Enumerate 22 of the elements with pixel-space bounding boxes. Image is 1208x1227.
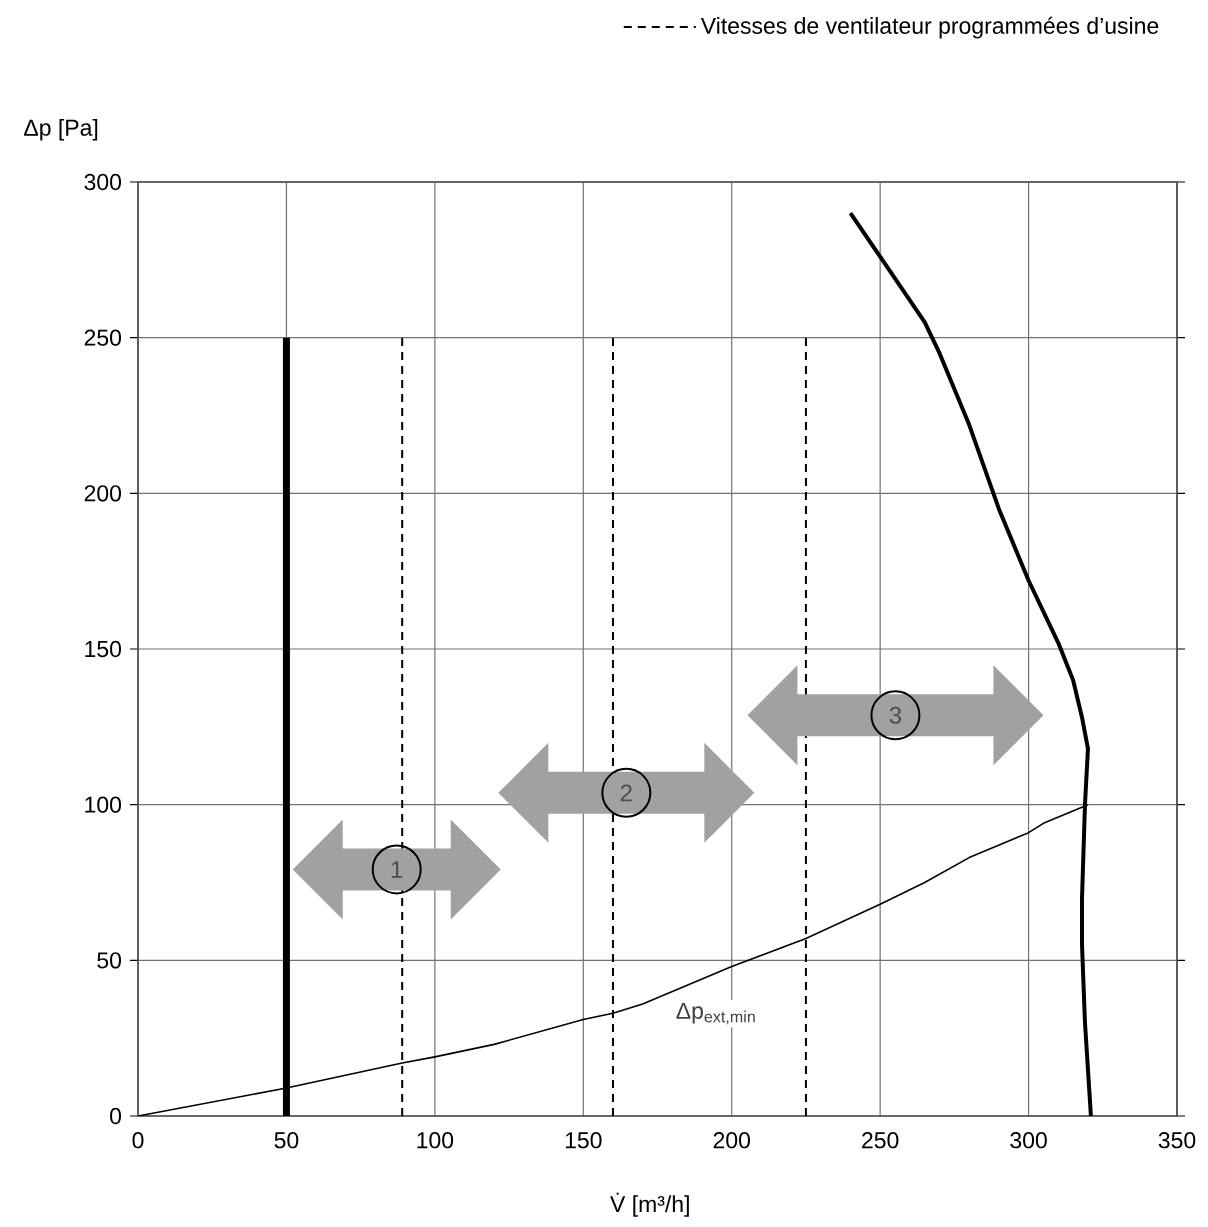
y-tick-label: 300: [84, 173, 122, 191]
x-tick-label: 100: [417, 1132, 454, 1149]
y-tick-label: 200: [84, 485, 122, 502]
y-tick-label: 250: [84, 329, 122, 346]
y-tick-label: 50: [97, 952, 122, 969]
y-axis-title: Δp [Pa]: [24, 118, 98, 141]
x-tick-label: 350: [1158, 1132, 1196, 1149]
legend-label: Vitesses de ventilateur programmées d’usine: [700, 16, 1159, 39]
y-tick-label: 100: [85, 796, 122, 813]
x-axis-title: V̇ [m³/h]: [610, 1192, 689, 1217]
x-tick-label: 150: [565, 1132, 602, 1149]
x-tick-label: 50: [274, 1132, 299, 1149]
series-label: Δp$_{ext,min}$: [676, 1002, 755, 1025]
x-tick-label: 300: [1010, 1132, 1047, 1149]
annotation: 1: [391, 861, 403, 878]
y-tick-label: 150: [85, 640, 122, 658]
x-tick-label: 250: [862, 1132, 899, 1149]
annotation: 3: [889, 706, 902, 724]
x-tick-label: 0: [132, 1132, 144, 1149]
y-tick-label: 0: [110, 1107, 122, 1125]
x-tick-label: 200: [713, 1132, 750, 1149]
annotation: 2: [620, 784, 632, 802]
